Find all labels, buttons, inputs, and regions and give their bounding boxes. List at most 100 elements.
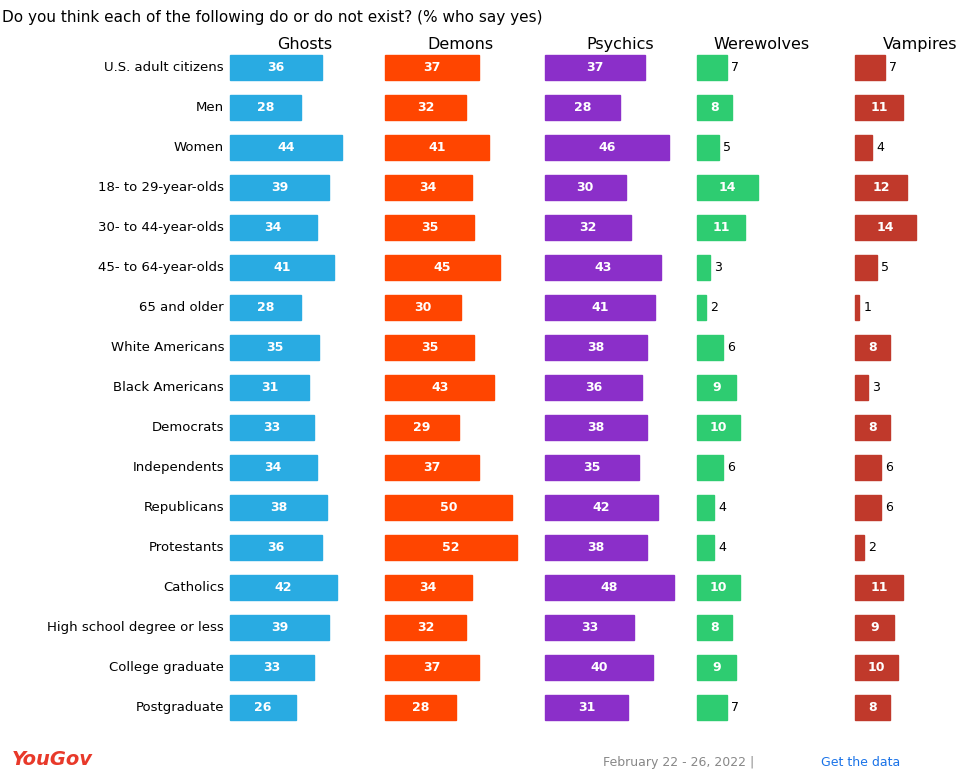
Bar (697, 415, 740, 440)
Text: 11: 11 (712, 221, 729, 234)
Text: 52: 52 (442, 541, 460, 554)
Text: 31: 31 (578, 702, 596, 714)
Text: White Americans: White Americans (111, 341, 224, 354)
Bar (230, 95, 301, 120)
Text: 37: 37 (586, 60, 604, 74)
Bar (385, 295, 462, 319)
Text: 33: 33 (581, 621, 598, 634)
Bar (385, 255, 500, 280)
Bar (697, 455, 723, 480)
Text: Catholics: Catholics (163, 581, 224, 594)
Text: 46: 46 (598, 141, 615, 153)
Text: 45: 45 (433, 261, 451, 274)
Bar (697, 335, 723, 360)
Text: 32: 32 (417, 101, 434, 114)
Text: 7: 7 (731, 60, 739, 74)
Bar (230, 255, 334, 280)
Text: 38: 38 (270, 501, 287, 514)
Text: 48: 48 (601, 581, 618, 594)
Bar (855, 135, 872, 160)
Bar (855, 536, 863, 560)
Text: 41: 41 (428, 141, 446, 153)
Text: 34: 34 (265, 461, 282, 474)
Bar (545, 335, 647, 360)
Bar (230, 375, 309, 400)
Bar (697, 175, 758, 200)
Bar (230, 335, 319, 360)
Text: 30: 30 (415, 301, 432, 314)
Text: Get the data: Get the data (821, 756, 901, 769)
Text: 43: 43 (431, 381, 449, 394)
Bar (855, 295, 859, 319)
Bar (230, 655, 314, 680)
Text: 6: 6 (727, 341, 735, 354)
Bar (855, 215, 915, 240)
Bar (230, 615, 329, 640)
Bar (230, 415, 314, 440)
Text: 3: 3 (872, 381, 880, 394)
Text: 5: 5 (722, 141, 731, 153)
Bar (385, 455, 479, 480)
Text: 28: 28 (257, 301, 274, 314)
Text: 10: 10 (868, 662, 885, 674)
Text: Do you think each of the following do or do not exist? (% who say yes): Do you think each of the following do or… (2, 10, 543, 25)
Bar (855, 695, 890, 720)
Text: 12: 12 (872, 181, 890, 194)
Text: 28: 28 (257, 101, 274, 114)
Text: 32: 32 (579, 221, 597, 234)
Bar (385, 95, 466, 120)
Text: U.S. adult citizens: U.S. adult citizens (105, 60, 224, 74)
Text: February 22 - 26, 2022 |: February 22 - 26, 2022 | (603, 756, 758, 769)
Text: 35: 35 (420, 341, 438, 354)
Text: College graduate: College graduate (109, 662, 224, 674)
Text: 36: 36 (268, 541, 284, 554)
Bar (230, 295, 301, 319)
Bar (697, 615, 732, 640)
Bar (385, 615, 466, 640)
Text: YouGov: YouGov (12, 750, 93, 769)
Bar (855, 255, 877, 280)
Text: Independents: Independents (132, 461, 224, 474)
Text: 32: 32 (417, 621, 434, 634)
Bar (545, 375, 642, 400)
Text: 44: 44 (277, 141, 295, 153)
Text: Women: Women (173, 141, 224, 153)
Bar (385, 695, 457, 720)
Text: 9: 9 (712, 662, 721, 674)
Text: 38: 38 (587, 541, 605, 554)
Bar (545, 175, 625, 200)
Text: 40: 40 (590, 662, 608, 674)
Bar (545, 55, 645, 80)
Bar (855, 55, 885, 80)
Bar (545, 255, 661, 280)
Bar (385, 375, 495, 400)
Text: 6: 6 (727, 461, 735, 474)
Text: 38: 38 (587, 421, 605, 434)
Text: 39: 39 (271, 181, 288, 194)
Bar (697, 536, 714, 560)
Text: 28: 28 (412, 702, 429, 714)
Bar (545, 135, 668, 160)
Bar (545, 576, 674, 600)
Text: 1: 1 (863, 301, 871, 314)
Text: 35: 35 (420, 221, 438, 234)
Text: Black Americans: Black Americans (114, 381, 224, 394)
Text: 10: 10 (710, 581, 727, 594)
Bar (545, 495, 658, 520)
Text: 34: 34 (265, 221, 282, 234)
Bar (697, 255, 710, 280)
Text: 41: 41 (273, 261, 291, 274)
Bar (697, 55, 727, 80)
Text: 8: 8 (710, 621, 718, 634)
Bar (385, 335, 474, 360)
Bar (385, 495, 513, 520)
Bar (855, 335, 890, 360)
Bar (545, 295, 656, 319)
Bar (697, 295, 706, 319)
Text: 3: 3 (714, 261, 722, 274)
Text: 34: 34 (419, 181, 437, 194)
Bar (385, 55, 479, 80)
Text: 14: 14 (718, 181, 736, 194)
Text: Men: Men (196, 101, 224, 114)
Bar (855, 495, 881, 520)
